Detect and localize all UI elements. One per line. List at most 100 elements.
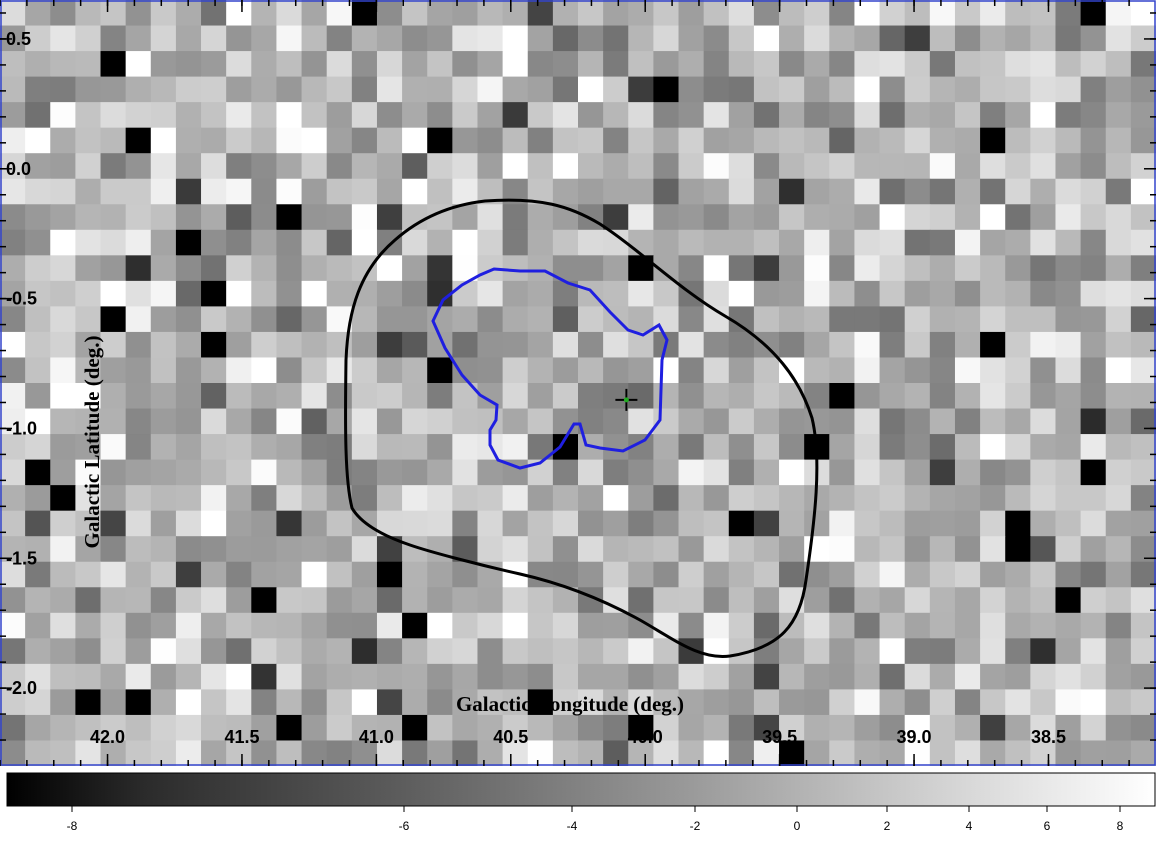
map-pixel bbox=[703, 740, 730, 766]
map-pixel bbox=[25, 357, 51, 384]
map-pixel bbox=[552, 306, 579, 333]
map-pixel bbox=[703, 204, 730, 231]
map-pixel bbox=[854, 178, 881, 205]
map-pixel bbox=[1005, 25, 1031, 52]
map-pixel bbox=[276, 510, 303, 537]
map-pixel bbox=[980, 510, 1006, 537]
map-pixel bbox=[251, 0, 278, 27]
map-pixel bbox=[779, 25, 805, 52]
map-pixel bbox=[25, 663, 51, 690]
map-pixel bbox=[1080, 331, 1107, 359]
map-pixel bbox=[1130, 408, 1156, 435]
map-pixel bbox=[50, 25, 76, 52]
map-pixel bbox=[728, 689, 755, 716]
map-pixel bbox=[100, 204, 127, 231]
map-pixel bbox=[779, 714, 805, 742]
map-pixel bbox=[603, 255, 629, 282]
map-pixel bbox=[1030, 408, 1057, 435]
map-pixel bbox=[50, 76, 76, 103]
map-pixel bbox=[578, 102, 604, 129]
map-pixel bbox=[1130, 178, 1156, 205]
map-pixel bbox=[452, 408, 479, 435]
map-pixel bbox=[376, 0, 403, 27]
map-pixel bbox=[0, 178, 26, 205]
map-pixel bbox=[251, 663, 278, 690]
map-pixel bbox=[980, 102, 1006, 129]
map-pixel bbox=[351, 663, 378, 690]
map-pixel bbox=[175, 51, 202, 78]
map-pixel bbox=[603, 434, 629, 461]
map-pixel bbox=[1130, 76, 1156, 103]
map-pixel bbox=[402, 383, 428, 410]
map-pixel bbox=[1080, 25, 1107, 52]
map-pixel bbox=[980, 229, 1006, 256]
map-pixel bbox=[904, 536, 931, 563]
map-pixel bbox=[678, 383, 705, 410]
map-pixel bbox=[728, 561, 755, 588]
map-pixel bbox=[954, 612, 981, 639]
map-pixel bbox=[301, 714, 328, 742]
map-pixel bbox=[1005, 536, 1031, 563]
map-pixel bbox=[527, 638, 554, 665]
map-pixel bbox=[678, 76, 705, 103]
map-pixel bbox=[1080, 76, 1107, 103]
map-pixel bbox=[527, 561, 554, 588]
outer-contour bbox=[344, 198, 819, 659]
map-pixel bbox=[779, 638, 805, 665]
map-pixel bbox=[578, 76, 604, 103]
map-pixel bbox=[1080, 612, 1107, 639]
map-pixel bbox=[226, 76, 252, 103]
map-pixel bbox=[603, 587, 629, 614]
map-pixel bbox=[125, 178, 152, 205]
map-pixel bbox=[175, 536, 202, 563]
map-pixel bbox=[351, 434, 378, 461]
map-pixel bbox=[150, 689, 177, 716]
map-pixel bbox=[175, 383, 202, 410]
map-pixel bbox=[854, 255, 881, 282]
map-pixel bbox=[477, 357, 504, 384]
map-pixel bbox=[653, 459, 680, 486]
map-pixel bbox=[980, 153, 1006, 180]
map-pixel bbox=[452, 0, 479, 27]
map-pixel bbox=[25, 331, 51, 359]
map-pixel bbox=[251, 331, 278, 359]
y-tick-label: -1.0 bbox=[6, 418, 37, 438]
map-pixel bbox=[980, 280, 1006, 307]
map-pixel bbox=[703, 663, 730, 690]
map-pixel bbox=[879, 357, 906, 384]
map-pixel bbox=[779, 459, 805, 486]
map-pixel bbox=[753, 204, 780, 231]
map-pixel bbox=[125, 485, 152, 512]
map-pixel bbox=[1130, 280, 1156, 307]
map-pixel bbox=[829, 612, 856, 639]
map-pixel bbox=[703, 25, 730, 52]
map-pixel bbox=[0, 102, 26, 129]
map-pixel bbox=[276, 331, 303, 359]
map-pixel bbox=[904, 510, 931, 537]
map-pixel bbox=[100, 663, 127, 690]
map-pixel bbox=[1130, 663, 1156, 690]
x-tick-label: 39.5 bbox=[762, 727, 797, 747]
map-pixel bbox=[226, 280, 252, 307]
map-pixel bbox=[753, 102, 780, 129]
map-pixel bbox=[201, 638, 227, 665]
map-pixel bbox=[452, 587, 479, 614]
map-pixel bbox=[25, 408, 51, 435]
map-pixel bbox=[879, 204, 906, 231]
map-pixel bbox=[100, 102, 127, 129]
map-pixel bbox=[427, 434, 453, 461]
map-pixel bbox=[1030, 0, 1057, 27]
map-pixel bbox=[603, 689, 629, 716]
map-pixel bbox=[50, 127, 76, 154]
map-pixel bbox=[653, 587, 680, 614]
map-pixel bbox=[980, 357, 1006, 384]
map-pixel bbox=[1105, 204, 1132, 231]
map-pixel bbox=[301, 561, 328, 588]
map-pixel bbox=[829, 51, 856, 78]
map-pixel bbox=[25, 0, 51, 27]
map-pixel bbox=[75, 434, 102, 461]
map-pixel bbox=[25, 561, 51, 588]
map-pixel bbox=[904, 663, 931, 690]
map-pixel bbox=[552, 714, 579, 742]
map-frame bbox=[0, 0, 1156, 766]
